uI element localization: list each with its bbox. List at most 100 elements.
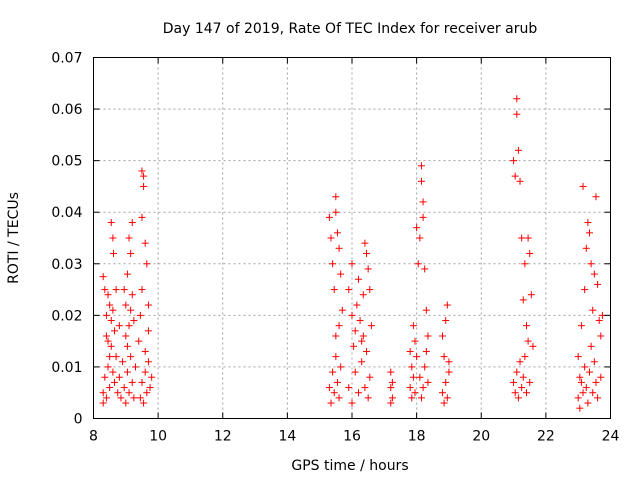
data-point: [406, 384, 414, 392]
data-point: [350, 342, 358, 350]
data-point: [348, 311, 356, 319]
data-point: [141, 239, 149, 247]
data-point: [337, 363, 345, 371]
data-point: [325, 213, 333, 221]
data-point: [107, 219, 115, 227]
data-point: [130, 394, 138, 402]
data-point: [417, 177, 425, 185]
data-point: [442, 378, 450, 386]
data-point: [99, 389, 107, 397]
y-tick-label: 0.02: [51, 308, 82, 324]
data-point: [111, 327, 119, 335]
data-point: [582, 244, 590, 252]
data-point: [576, 404, 584, 412]
data-point: [110, 249, 118, 257]
data-point: [109, 368, 117, 376]
data-point: [115, 322, 123, 330]
data-point: [332, 208, 340, 216]
data-point: [125, 322, 133, 330]
data-point: [388, 378, 396, 386]
data-point: [411, 337, 419, 345]
data-point: [135, 337, 143, 345]
data-point: [112, 286, 120, 294]
data-point: [519, 296, 527, 304]
data-point: [581, 363, 589, 371]
data-point: [351, 368, 359, 376]
data-point: [359, 291, 367, 299]
data-point: [356, 317, 364, 325]
data-point: [111, 378, 119, 386]
data-point: [417, 162, 425, 170]
data-point: [123, 342, 131, 350]
data-point: [348, 399, 356, 407]
data-point: [148, 373, 156, 381]
x-tick-label: 18: [408, 429, 426, 445]
x-axis-label: GPS time / hours: [291, 458, 408, 474]
data-point: [387, 399, 395, 407]
data-point: [589, 389, 597, 397]
data-point: [123, 270, 131, 278]
data-point: [120, 384, 128, 392]
x-tick-label: 10: [149, 429, 167, 445]
data-point: [597, 332, 605, 340]
data-point: [136, 311, 144, 319]
data-point: [589, 306, 597, 314]
data-point: [332, 353, 340, 361]
grid-layer: [93, 57, 611, 419]
data-point: [526, 249, 534, 257]
data-point: [513, 368, 521, 376]
data-point: [112, 353, 120, 361]
data-point: [409, 322, 417, 330]
data-point: [128, 291, 136, 299]
data-point: [140, 399, 148, 407]
data-point: [104, 337, 112, 345]
data-point: [115, 373, 123, 381]
data-point: [438, 389, 446, 397]
data-point: [138, 286, 146, 294]
data-point: [144, 301, 152, 309]
data-point: [574, 394, 582, 402]
data-point: [521, 260, 529, 268]
y-tick-label: 0.05: [51, 154, 82, 170]
data-point: [513, 95, 521, 103]
data-point: [387, 368, 395, 376]
data-point: [413, 353, 421, 361]
data-point: [414, 260, 422, 268]
data-point: [327, 399, 335, 407]
data-point: [406, 347, 414, 355]
data-point: [102, 332, 110, 340]
data-point: [590, 358, 598, 366]
data-point: [109, 234, 117, 242]
x-tick-label: 14: [278, 429, 296, 445]
data-point: [438, 332, 446, 340]
data-point: [144, 327, 152, 335]
data-point: [140, 182, 148, 190]
data-point: [581, 286, 589, 294]
data-point: [125, 234, 133, 242]
data-points: [99, 95, 606, 412]
data-point: [127, 306, 135, 314]
data-point: [351, 327, 359, 335]
data-point: [119, 358, 127, 366]
data-point: [579, 389, 587, 397]
data-point: [419, 198, 427, 206]
data-point: [579, 182, 587, 190]
data-point: [587, 342, 595, 350]
data-point: [413, 224, 421, 232]
data-point: [361, 384, 369, 392]
data-point: [577, 378, 585, 386]
data-point: [333, 229, 341, 237]
data-point: [123, 368, 131, 376]
data-point: [345, 384, 353, 392]
chart-title: Day 147 of 2019, Rate Of TEC Index for r…: [163, 21, 538, 37]
data-point: [128, 378, 136, 386]
data-point: [416, 373, 424, 381]
data-point: [514, 394, 522, 402]
x-tick-label: 16: [343, 429, 361, 445]
data-point: [354, 389, 362, 397]
data-point: [146, 384, 154, 392]
data-point: [330, 286, 338, 294]
data-point: [102, 394, 110, 402]
data-point: [511, 172, 519, 180]
data-point: [516, 177, 524, 185]
